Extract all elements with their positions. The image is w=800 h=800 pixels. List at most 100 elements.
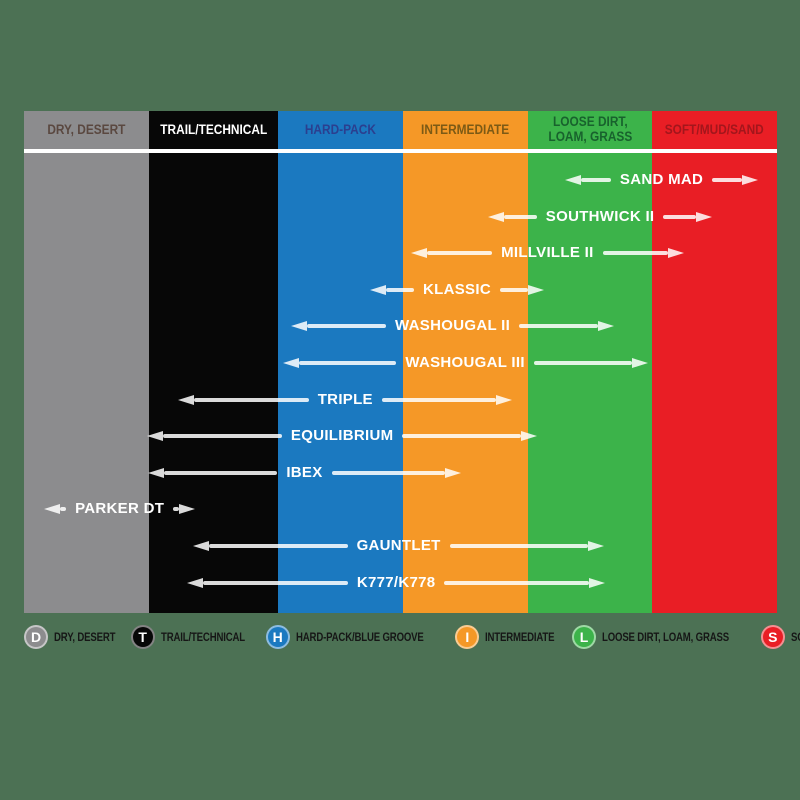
tire-name-label: GAUNTLET [356, 537, 441, 554]
terrain-range-chart: DRY, DESERT TRAIL/TECHNICAL HARD-PACK INTER… [24, 111, 778, 613]
legend-item-trail-technical: T TRAIL/TECHNICAL [130, 625, 266, 649]
tire-range-row-sand-mad: SAND MAD [564, 171, 759, 189]
arrow-right-icon [597, 321, 614, 332]
arrow-right-icon [742, 175, 759, 185]
arrow-left-icon [148, 467, 165, 478]
arrow-left-icon [564, 175, 581, 185]
arrow-line [386, 287, 415, 292]
arrow-right-icon [695, 211, 712, 222]
arrow-line [194, 397, 309, 402]
tire-range-row-parker-dt: PARKER DT [44, 500, 196, 518]
column-header: TRAIL/TECHNICAL [149, 111, 279, 149]
arrow-line [331, 470, 445, 475]
arrow-line [60, 507, 67, 512]
legend-item-loose-dirt-loam-grass: L LOOSE DIRT, LOAM, GRASS [572, 625, 761, 649]
tire-name-label: MILLVILLE II [501, 244, 594, 262]
column-header-label: LOOSE DIRT, LOAM, GRASS [548, 114, 632, 144]
arrow-line [602, 251, 669, 256]
terrain-legend: D DRY, DESERT T TRAIL/TECHNICAL H HARD-PACK/B… [24, 624, 800, 650]
tire-name-label: SAND MAD [619, 171, 704, 188]
legend-label: LOOSE DIRT, LOAM, GRASS [602, 630, 730, 644]
legend-label: HARD-PACK/BLUE GROOVE [295, 630, 424, 644]
legend-letter: S [768, 629, 778, 645]
arrow-line [209, 544, 348, 548]
arrow-left-icon [187, 577, 204, 588]
column-header-label: TRAIL/TECHNICAL [159, 121, 267, 137]
column-header-label: SOFT/MUD/SAND [665, 121, 765, 137]
arrow-left-icon [44, 504, 61, 515]
tire-range-row-ibex: IBEX [148, 464, 461, 482]
legend-letter: I [465, 629, 470, 645]
tire-range-rows: SAND MAD SOUTHWICK II MILLVILLE II KLASSIC W… [24, 111, 777, 613]
terrain-column-intermediate: INTERMEDIATE [402, 111, 528, 613]
arrow-left-icon [282, 358, 299, 368]
arrow-line [580, 178, 611, 182]
legend-label: SOFT/MUD/SAND [790, 630, 800, 644]
arrow-left-icon [370, 284, 387, 295]
arrow-line [712, 178, 743, 182]
legend-item-hard-pack-blue-groove: H HARD-PACK/BLUE GROOVE [265, 625, 456, 649]
legend-label: DRY, DESERT [54, 630, 116, 644]
arrow-right-icon [521, 431, 538, 442]
legend-label: INTERMEDIATE [485, 630, 555, 644]
arrow-line [519, 324, 598, 329]
legend-item-intermediate: I INTERMEDIATE [455, 625, 572, 649]
arrow-right-icon [444, 467, 461, 478]
arrow-right-icon [179, 504, 196, 515]
arrow-line [504, 214, 537, 219]
tire-name-label: TRIPLE [317, 390, 373, 408]
tire-name-label: WASHOUGAL III [405, 354, 525, 371]
tire-name-label: EQUILIBRIUM [290, 427, 394, 445]
header-divider-line [24, 149, 777, 153]
arrow-line [203, 580, 348, 585]
arrow-left-icon [193, 541, 210, 551]
legend-label: TRAIL/TECHNICAL [160, 630, 245, 644]
tire-name-label: WASHOUGAL II [395, 317, 511, 335]
arrow-right-icon [587, 541, 604, 551]
arrow-line [663, 214, 696, 219]
arrow-line [164, 470, 278, 475]
arrow-right-icon [496, 394, 513, 405]
tire-name-label: K777/K778 [356, 573, 436, 591]
arrow-line [298, 361, 397, 365]
legend-letter: T [138, 629, 147, 645]
terrain-column-trail-technical: TRAIL/TECHNICAL [148, 111, 279, 613]
arrow-line [426, 251, 493, 256]
arrow-left-icon [147, 431, 163, 442]
arrow-left-icon [291, 321, 308, 332]
arrow-right-icon [589, 577, 606, 588]
legend-circle-icon: L [572, 625, 597, 649]
arrow-left-icon [488, 211, 505, 222]
column-header-label: HARD-PACK [305, 121, 377, 137]
arrow-line [449, 544, 588, 548]
arrow-line [444, 580, 590, 585]
legend-circle-icon: I [455, 625, 480, 649]
arrow-line [173, 507, 180, 512]
column-header: SOFT/MUD/SAND [652, 111, 777, 149]
tire-range-row-k777-k778: K777/K778 [187, 573, 606, 592]
legend-letter: D [30, 629, 42, 645]
column-header: LOOSE DIRT, LOAM, GRASS [528, 111, 653, 149]
tire-range-row-washougal-ii: WASHOUGAL II [291, 317, 614, 335]
arrow-left-icon [178, 394, 195, 405]
arrow-line [381, 397, 497, 402]
arrow-line [307, 324, 387, 329]
legend-circle-icon: D [24, 625, 48, 649]
tire-range-row-southwick-ii: SOUTHWICK II [488, 207, 712, 226]
arrow-right-icon [527, 284, 544, 295]
tire-range-row-triple: TRIPLE [178, 390, 513, 409]
legend-item-soft-mud-sand: S SOFT/MUD/SAND [760, 625, 800, 649]
tire-name-label: SOUTHWICK II [545, 207, 655, 225]
arrow-left-icon [410, 248, 427, 259]
tire-range-row-equilibrium: EQUILIBRIUM [147, 427, 538, 445]
column-header-label: INTERMEDIATE [421, 121, 510, 137]
legend-circle-icon: H [265, 625, 290, 649]
tire-range-row-gauntlet: GAUNTLET [193, 537, 604, 555]
legend-letter: H [272, 629, 283, 645]
tire-name-label: KLASSIC [423, 280, 491, 298]
tire-name-label: PARKER DT [75, 500, 165, 518]
legend-circle-icon: S [760, 625, 785, 649]
legend-circle-icon: T [130, 625, 155, 649]
tire-range-row-klassic: KLASSIC [370, 280, 544, 299]
